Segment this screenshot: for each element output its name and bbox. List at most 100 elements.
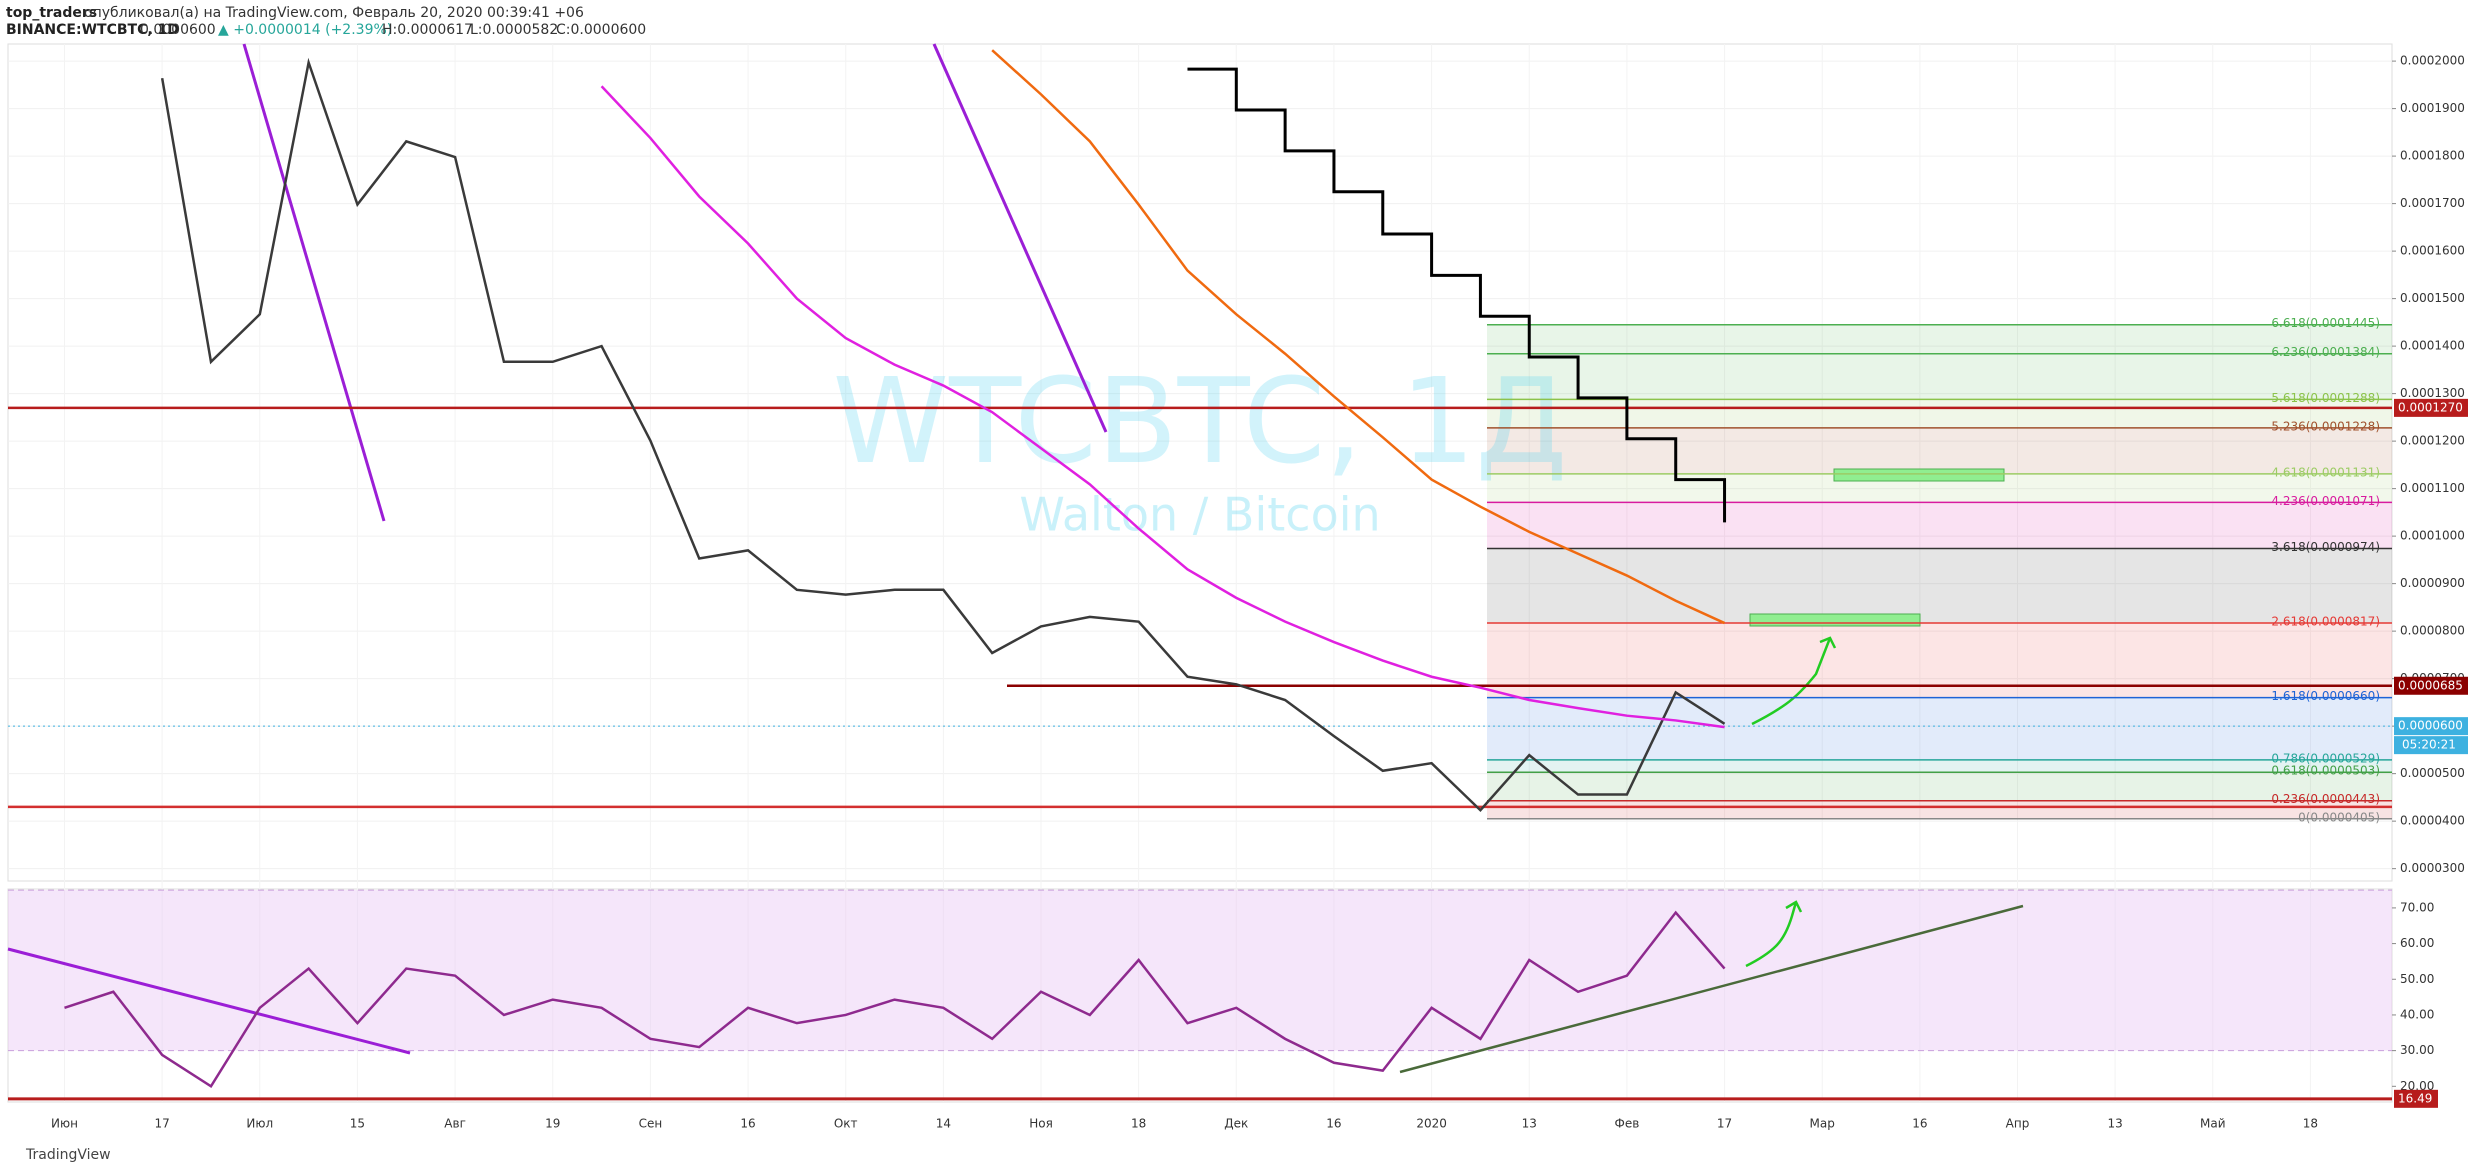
y-tick-label: 0.0001800 <box>2400 149 2465 163</box>
change: ▲ +0.0000014 (+2.39%) <box>218 22 392 38</box>
fib-zone <box>1487 353 2392 400</box>
fib-label: 6.618(0.0001445) <box>2271 316 2380 330</box>
timer-box <box>2394 736 2468 755</box>
fib-zone <box>1487 759 2392 773</box>
y-tick-label: 70.00 <box>2400 900 2434 914</box>
price-label: 0.0001270 <box>2398 400 2463 414</box>
rsi-band <box>8 890 2392 1051</box>
y-tick-label: 0.0000400 <box>2400 814 2465 828</box>
series-line <box>600 85 1725 729</box>
y-tick-label: 50.00 <box>2400 972 2434 986</box>
x-tick-label: 13 <box>2108 1117 2123 1131</box>
y-tick-label: 0.0002000 <box>2400 54 2465 68</box>
fib-label: 1.618(0.0000660) <box>2271 689 2380 703</box>
close: C:0.0000600 <box>556 22 646 38</box>
price-label-box <box>2394 398 2468 417</box>
fib-label: 5.618(0.0001288) <box>2271 391 2380 405</box>
series-line <box>64 910 1726 1089</box>
trend-line <box>932 43 1108 433</box>
fib-zone <box>1487 800 2392 819</box>
y-tick-label: 0.0001000 <box>2400 529 2465 543</box>
x-tick-label: Июн <box>51 1117 78 1131</box>
x-tick-label: Апр <box>2006 1117 2030 1131</box>
price-label: 0.0000600 <box>2398 719 2463 733</box>
x-tick-label: 16 <box>1912 1117 1927 1131</box>
x-tick-label: 14 <box>936 1117 951 1131</box>
marker-box <box>2394 1089 2438 1108</box>
fib-label: 0.618(0.0000503) <box>2271 764 2380 778</box>
fib-zone <box>1487 427 2392 474</box>
series-line <box>991 49 1726 625</box>
fib-label: 5.236(0.0001228) <box>2271 419 2380 433</box>
x-tick-label: 17 <box>155 1117 170 1131</box>
x-tick-label: 19 <box>545 1117 560 1131</box>
last-price: 0.0000600 <box>140 22 216 38</box>
x-tick-label: Авг <box>444 1117 466 1131</box>
y-tick-label: 0.0000900 <box>2400 576 2465 590</box>
fib-zone <box>1487 324 2392 354</box>
rsi-pane <box>7 888 2393 1103</box>
price-pane <box>7 43 2393 882</box>
y-tick-label: 0.0001200 <box>2400 434 2465 448</box>
x-tick-label: Сен <box>639 1117 663 1131</box>
price-label-box <box>2394 676 2468 695</box>
y-tick-label: 0.0001700 <box>2400 196 2465 210</box>
fib-label: 2.618(0.0000817) <box>2271 615 2380 629</box>
y-tick-label: 0.0001900 <box>2400 101 2465 115</box>
low: L:0.0000582 <box>470 22 558 38</box>
footer: TradingView <box>25 1147 111 1163</box>
timer: 05:20:21 <box>2402 738 2456 752</box>
fib-label: 3.618(0.0000974) <box>2271 540 2380 554</box>
series-line <box>160 57 1726 813</box>
y-tick-label: 0.0001500 <box>2400 291 2465 305</box>
fib-label: 6.236(0.0001384) <box>2271 345 2380 359</box>
y-tick-label: 0.0000800 <box>2400 624 2465 638</box>
price-label: 0.0000685 <box>2398 678 2463 692</box>
fib-label: 0.786(0.0000529) <box>2271 751 2380 765</box>
y-tick-label: 0.0001300 <box>2400 386 2465 400</box>
target-box <box>1833 468 2005 482</box>
x-tick-label: Май <box>2200 1117 2226 1131</box>
y-tick-label: 0.0001100 <box>2400 481 2465 495</box>
fib-label: 0.236(0.0000443) <box>2271 792 2380 806</box>
trend-line <box>1399 904 2024 1074</box>
x-tick-label: 15 <box>350 1117 365 1131</box>
y-tick-label: 0.0001400 <box>2400 339 2465 353</box>
y-tick-label: 40.00 <box>2400 1007 2434 1021</box>
x-tick-label: 18 <box>1131 1117 1146 1131</box>
x-tick-label: 16 <box>740 1117 755 1131</box>
symbol: BINANCE:WTCBTC, 1D <box>6 22 179 38</box>
x-tick-label: 18 <box>2303 1117 2318 1131</box>
series-line <box>1187 67 1727 523</box>
fib-label: 4.618(0.0001131) <box>2271 465 2380 479</box>
trend-line <box>242 43 386 522</box>
y-tick-label: 20.00 <box>2400 1079 2434 1093</box>
fib-label: 4.236(0.0001071) <box>2271 494 2380 508</box>
author: top_traders <box>6 5 97 21</box>
y-tick-label: 0.0000500 <box>2400 766 2465 780</box>
x-tick-label: Июл <box>246 1117 273 1131</box>
arrow <box>1751 636 1837 726</box>
x-tick-label: Ноя <box>1029 1117 1053 1131</box>
y-tick-label: 30.00 <box>2400 1043 2434 1057</box>
price-label-box <box>2394 717 2468 736</box>
x-tick-label: 16 <box>1326 1117 1341 1131</box>
y-tick-label: 0.0001600 <box>2400 244 2465 258</box>
x-tick-label: 2020 <box>1416 1117 1447 1131</box>
arrow <box>1745 900 1803 968</box>
published: опубликовал(а) на TradingView.com, Февра… <box>84 5 584 21</box>
x-tick-label: Дек <box>1224 1117 1248 1131</box>
fib-zone <box>1487 502 2392 549</box>
fib-zone <box>1487 399 2392 428</box>
y-tick-label: 60.00 <box>2400 936 2434 950</box>
x-tick-label: Мар <box>1810 1117 1835 1131</box>
fib-zone <box>1487 772 2392 801</box>
high: H:0.0000617 <box>382 22 473 38</box>
marker-label: 16.49 <box>2398 1091 2432 1105</box>
x-tick-label: Окт <box>834 1117 858 1131</box>
target-box <box>1749 613 1921 627</box>
trend-line <box>7 947 411 1055</box>
watermark-symbol: WTCBTC, 1Д <box>832 352 1567 490</box>
fib-zone <box>1487 697 2392 760</box>
